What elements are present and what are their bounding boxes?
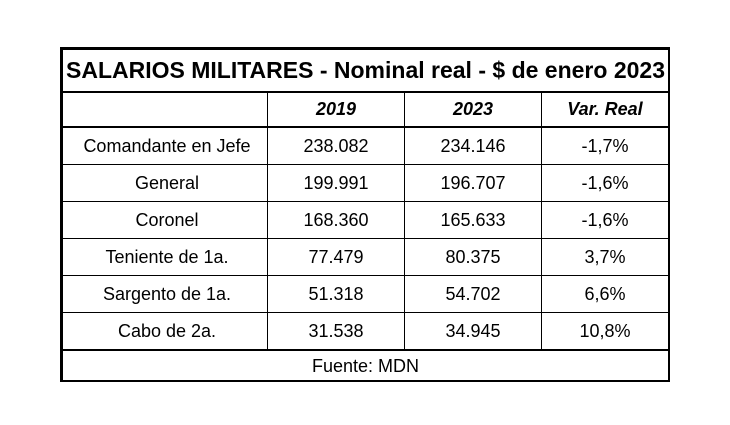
var-real-cell: -1,7% bbox=[541, 126, 669, 165]
header-cell-2019: 2019 bbox=[267, 91, 405, 128]
table-row: Sargento de 1a. 51.318 54.702 6,6% bbox=[62, 275, 669, 313]
table-row: Coronel 168.360 165.633 -1,6% bbox=[62, 201, 669, 239]
table-title-row: SALARIOS MILITARES - Nominal real - $ de… bbox=[62, 49, 669, 93]
var-real-cell: 3,7% bbox=[541, 238, 669, 276]
value-2019-cell: 199.991 bbox=[267, 164, 405, 202]
header-cell-rank bbox=[62, 91, 268, 128]
value-2019-cell: 238.082 bbox=[267, 126, 405, 165]
header-cell-var-real: Var. Real bbox=[541, 91, 669, 128]
value-2023-cell: 80.375 bbox=[404, 238, 542, 276]
value-2023-cell: 54.702 bbox=[404, 275, 542, 313]
table-row: Cabo de 2a. 31.538 34.945 10,8% bbox=[62, 312, 669, 351]
value-2023-cell: 196.707 bbox=[404, 164, 542, 202]
rank-cell: Cabo de 2a. bbox=[62, 312, 268, 351]
salary-table-container: SALARIOS MILITARES - Nominal real - $ de… bbox=[60, 47, 670, 382]
value-2019-cell: 77.479 bbox=[267, 238, 405, 276]
value-2019-cell: 168.360 bbox=[267, 201, 405, 239]
var-real-cell: -1,6% bbox=[541, 201, 669, 239]
var-real-cell: 10,8% bbox=[541, 312, 669, 351]
var-real-cell: -1,6% bbox=[541, 164, 669, 202]
rank-cell: Coronel bbox=[62, 201, 268, 239]
table-row: Comandante en Jefe 238.082 234.146 -1,7% bbox=[62, 126, 669, 165]
value-2023-cell: 34.945 bbox=[404, 312, 542, 351]
rank-cell: Teniente de 1a. bbox=[62, 238, 268, 276]
var-real-cell: 6,6% bbox=[541, 275, 669, 313]
salary-table: SALARIOS MILITARES - Nominal real - $ de… bbox=[62, 49, 669, 382]
table-title: SALARIOS MILITARES - Nominal real - $ de… bbox=[62, 49, 669, 93]
table-row: General 199.991 196.707 -1,6% bbox=[62, 164, 669, 202]
rank-cell: Comandante en Jefe bbox=[62, 126, 268, 165]
source-note: Fuente: MDN bbox=[62, 349, 669, 382]
source-row: Fuente: MDN bbox=[62, 349, 669, 382]
value-2023-cell: 234.146 bbox=[404, 126, 542, 165]
table-row: Teniente de 1a. 77.479 80.375 3,7% bbox=[62, 238, 669, 276]
value-2023-cell: 165.633 bbox=[404, 201, 542, 239]
table-header-row: 2019 2023 Var. Real bbox=[62, 91, 669, 128]
header-cell-2023: 2023 bbox=[404, 91, 542, 128]
value-2019-cell: 51.318 bbox=[267, 275, 405, 313]
rank-cell: General bbox=[62, 164, 268, 202]
rank-cell: Sargento de 1a. bbox=[62, 275, 268, 313]
value-2019-cell: 31.538 bbox=[267, 312, 405, 351]
